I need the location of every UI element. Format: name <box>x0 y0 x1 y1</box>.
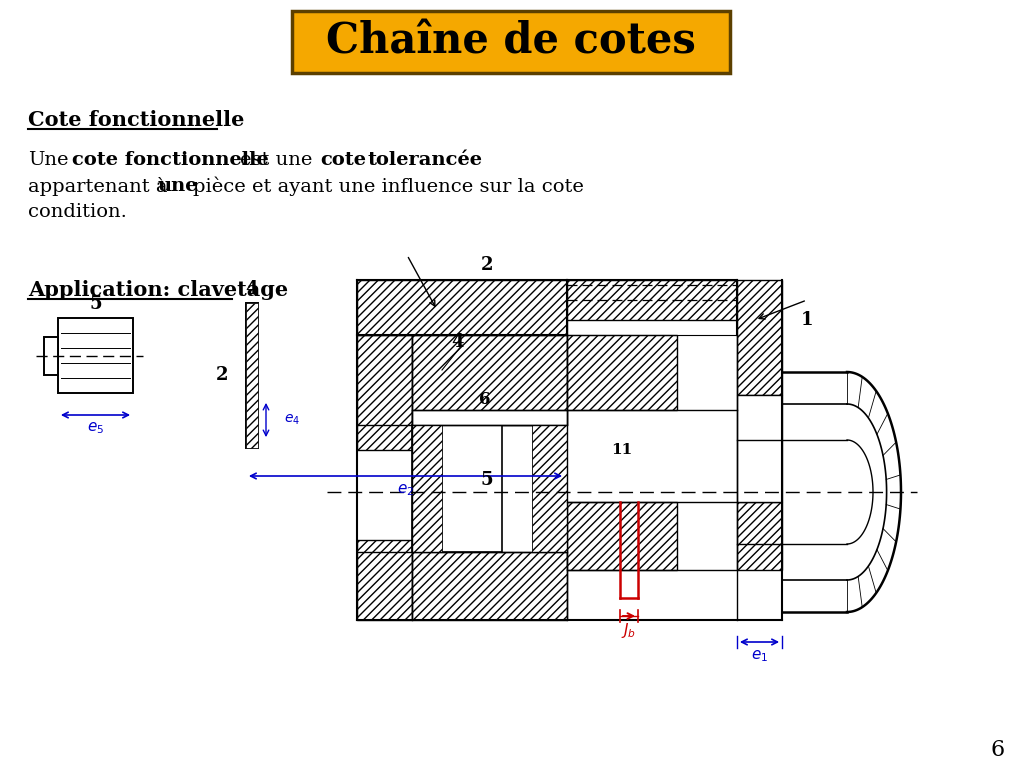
Text: $J_b$: $J_b$ <box>622 621 637 640</box>
Bar <box>567 502 677 570</box>
Text: $e_1$: $e_1$ <box>751 648 768 664</box>
Text: condition.: condition. <box>28 203 127 221</box>
Text: 2: 2 <box>216 366 228 385</box>
Bar <box>246 303 258 448</box>
Text: 5: 5 <box>89 295 101 313</box>
Text: appartenant à: appartenant à <box>28 177 168 196</box>
Bar <box>412 425 502 552</box>
Text: pièce et ayant une influence sur la cote: pièce et ayant une influence sur la cote <box>193 176 584 196</box>
Text: est une: est une <box>240 151 312 169</box>
Text: une: une <box>158 177 199 195</box>
Bar <box>44 337 58 375</box>
Text: cote fonctionnelle: cote fonctionnelle <box>72 151 268 169</box>
FancyBboxPatch shape <box>292 11 730 73</box>
Bar <box>357 540 412 620</box>
Text: Application: clavetage: Application: clavetage <box>28 280 288 300</box>
Bar <box>412 552 567 620</box>
Text: 2: 2 <box>480 256 494 274</box>
Text: $e_4$: $e_4$ <box>284 413 300 427</box>
Text: 6: 6 <box>991 739 1006 761</box>
Bar <box>58 318 133 393</box>
Bar <box>412 425 442 552</box>
Text: tolerancée: tolerancée <box>368 151 483 169</box>
Bar <box>567 335 677 410</box>
Text: 11: 11 <box>611 443 633 457</box>
Bar <box>357 335 412 450</box>
Bar <box>737 502 782 570</box>
Text: 1: 1 <box>801 311 813 329</box>
Text: 4: 4 <box>451 333 463 351</box>
Bar <box>357 280 567 335</box>
Text: Une: Une <box>28 151 69 169</box>
Bar <box>412 410 567 425</box>
Text: 4: 4 <box>246 280 258 298</box>
Text: $e_5$: $e_5$ <box>87 420 104 436</box>
Text: $e_2$: $e_2$ <box>397 482 414 498</box>
Text: Chaîne de cotes: Chaîne de cotes <box>326 21 696 63</box>
Bar <box>737 395 782 502</box>
Bar <box>246 303 258 448</box>
Bar <box>737 280 782 395</box>
Bar <box>532 425 567 552</box>
Text: cote: cote <box>319 151 366 169</box>
Bar <box>567 280 737 320</box>
Text: Cote fonctionnelle: Cote fonctionnelle <box>28 110 245 130</box>
Text: 6: 6 <box>479 392 490 409</box>
Bar <box>412 335 567 425</box>
Text: 5: 5 <box>480 471 494 489</box>
